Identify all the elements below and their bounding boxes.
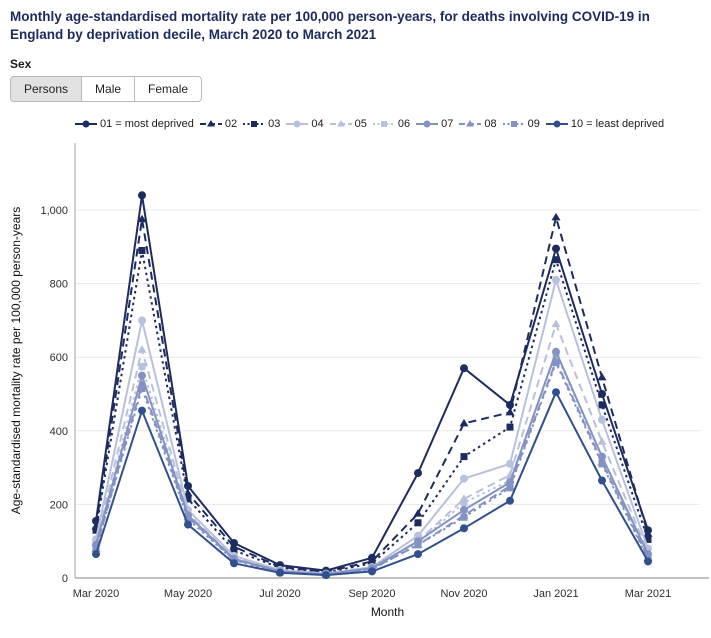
legend-item-label: 07: [441, 117, 454, 130]
chart-legend: 01 = most deprived 02 03 04 05 06 07 08 09 10 = l…: [75, 118, 711, 130]
legend-triangle-line-icon: [459, 119, 482, 127]
svg-text:0: 0: [62, 573, 68, 585]
legend-item-label: 04: [311, 117, 324, 130]
legend-triangle-line-icon: [199, 119, 222, 127]
svg-text:Nov 2020: Nov 2020: [440, 588, 487, 600]
legend-item-label: 08: [484, 117, 497, 130]
legend-circle-line-icon: [286, 120, 309, 128]
legend-item-label: 06: [397, 117, 411, 130]
svg-text:Mar 2020: Mar 2020: [73, 588, 119, 600]
legend-item-label: 05: [354, 117, 367, 130]
legend-circle-line-icon: [545, 120, 568, 128]
legend-item: 03: [243, 118, 280, 130]
chart-svg: 0 200 400 600 800 1,000 Mar 2020 May 2020 Jul 20…: [9, 143, 709, 619]
legend-item: 06: [372, 117, 411, 130]
legend-item: 04: [286, 117, 324, 130]
svg-text:600: 600: [50, 352, 68, 364]
sex-button-persons[interactable]: Persons: [10, 75, 83, 102]
series-05: [91, 319, 653, 577]
svg-text:Jul 2020: Jul 2020: [259, 588, 301, 600]
svg-text:Sep 2020: Sep 2020: [348, 588, 395, 600]
series-01: [92, 191, 652, 575]
legend-item: 07: [416, 118, 453, 130]
x-axis-title: Month: [371, 605, 404, 619]
sex-button-male[interactable]: Male: [81, 75, 136, 102]
legend-item: 05: [329, 117, 367, 130]
legend-item: 01 = most deprived: [75, 118, 194, 130]
legend-item-label: 03: [268, 117, 281, 130]
svg-text:400: 400: [50, 426, 68, 438]
series-02: [91, 212, 653, 575]
y-axis-title: Age-standardised mortality rate per 100,…: [9, 207, 23, 515]
svg-text:Jan 2021: Jan 2021: [533, 588, 578, 600]
sex-selector-label: Sex: [10, 56, 32, 71]
legend-item-label: 02: [224, 117, 238, 130]
legend-item: 02: [199, 117, 238, 130]
x-tick-labels: Mar 2020 May 2020 Jul 2020 Sep 2020 Nov 2020…: [73, 588, 671, 600]
legend-item: 08: [459, 117, 497, 130]
legend-triangle-line-icon: [329, 119, 352, 127]
svg-text:Mar 2021: Mar 2021: [625, 588, 671, 600]
legend-item-label: 10 = least deprived: [570, 117, 665, 130]
legend-circle-line-icon: [75, 120, 97, 128]
sex-button-female[interactable]: Female: [134, 75, 203, 102]
series-09: [92, 359, 652, 579]
svg-text:1,000: 1,000: [40, 205, 68, 217]
legend-item-label: 09: [527, 117, 540, 130]
svg-text:200: 200: [50, 499, 68, 511]
legend-square-line-icon: [243, 120, 266, 127]
legend-square-line-icon: [372, 120, 395, 127]
chart-area: 0 200 400 600 800 1,000 Mar 2020 May 2020 Jul 20…: [0, 136, 711, 633]
legend-item-label: 01 = most deprived: [100, 117, 194, 130]
axis-lines: [74, 143, 709, 579]
page: Monthly age-standardised mortality rate …: [0, 8, 711, 633]
legend-square-line-icon: [502, 120, 525, 127]
legend-item: 10 = least deprived: [545, 117, 665, 130]
legend-item: 09: [502, 117, 540, 130]
svg-text:800: 800: [50, 279, 68, 291]
legend-circle-line-icon: [416, 120, 439, 128]
svg-text:May 2020: May 2020: [164, 588, 212, 600]
series-10: [92, 388, 652, 580]
sex-button-group: Persons Male Female: [10, 75, 203, 102]
page-title: Monthly age-standardised mortality rate …: [10, 9, 650, 42]
y-tick-labels: 0 200 400 600 800 1,000: [40, 205, 68, 585]
